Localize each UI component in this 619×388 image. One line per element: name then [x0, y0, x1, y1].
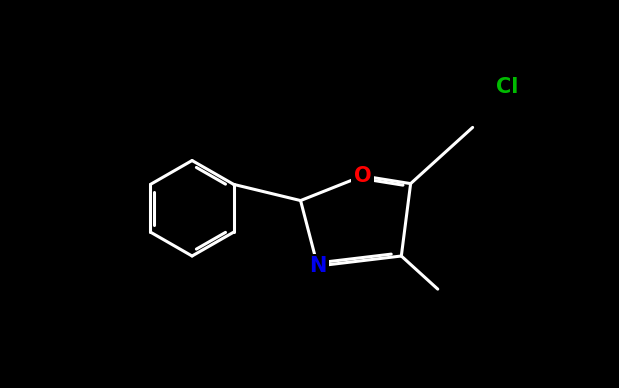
Text: O: O: [354, 166, 371, 186]
Text: Cl: Cl: [496, 76, 519, 97]
Text: N: N: [309, 256, 326, 276]
